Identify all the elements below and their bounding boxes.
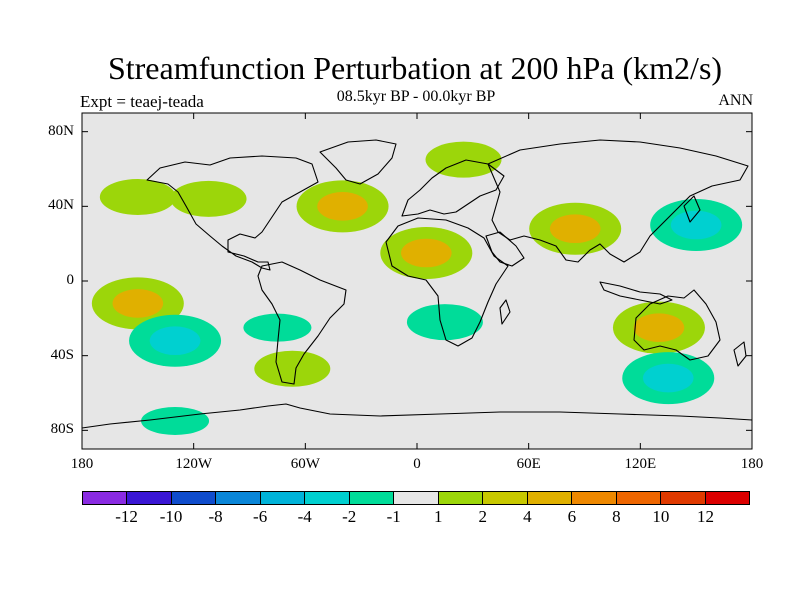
colorbar-label: -1: [386, 507, 401, 526]
colorbar: [82, 491, 750, 505]
coastline-greenland: [319, 139, 397, 185]
figure-title: Streamfunction Perturbation at 200 hPa (…: [107, 50, 723, 86]
colorbar-swatch: [483, 492, 528, 504]
colorbar-label: -10: [159, 507, 183, 526]
anomaly-core-north-africa-positive: [401, 238, 452, 268]
lon-tick-label: 120E: [624, 456, 657, 472]
colorbar-label: -12: [115, 507, 138, 526]
colorbar-swatch: [260, 492, 306, 504]
colorbar-swatch: [572, 492, 617, 504]
lon-tick-label: 180: [70, 456, 94, 472]
anomaly-greenland-sea-positive: [425, 141, 502, 178]
coastline-antarctica: [81, 403, 753, 429]
anomaly-south-america-negative: [243, 313, 312, 342]
season-label: ANN: [718, 92, 753, 109]
colorbar-label: 2: [478, 507, 488, 526]
lon-tick-label: 60W: [290, 456, 320, 472]
colorbar-label: 4: [523, 507, 532, 526]
colorbar-swatch: [171, 492, 217, 504]
colorbar-label: 6: [567, 507, 577, 526]
lat-tick-label: 40S: [50, 346, 74, 363]
anomaly-core-north-atlantic-positive: [317, 192, 368, 221]
coastline-layer: [81, 139, 753, 429]
anomaly-core-northwest-pacific-negative: [670, 210, 722, 240]
anomaly-core-south-asia-positive: [549, 214, 601, 244]
colorbar-swatch: [616, 492, 662, 504]
colorbar-swatch: [83, 492, 128, 504]
coastline-indonesia: [599, 281, 673, 305]
lat-tick-label: 80N: [48, 122, 74, 139]
colorbar-label: -4: [297, 507, 312, 526]
colorbar-swatch: [216, 492, 261, 504]
colorbar-label: -2: [342, 507, 357, 526]
lat-tick-label: 40N: [48, 197, 74, 214]
colorbar-swatch: [438, 492, 484, 504]
anomaly-core-south-pacific-negative: [149, 326, 201, 356]
coastline-japan: [683, 195, 701, 223]
colorbar-swatch: [349, 492, 395, 504]
anomaly-field-layer: [91, 141, 743, 435]
coastline-europe: [401, 159, 505, 217]
coastline-australia: [633, 289, 721, 361]
lat-tick-label: 0: [66, 272, 75, 288]
coastline-arabia: [485, 231, 525, 267]
colorbar-label: 10: [652, 507, 670, 526]
map-frame: [81, 112, 753, 450]
experiment-label: Expt = teaej-teada: [80, 92, 204, 111]
anomaly-southern-africa-negative: [406, 304, 483, 341]
anomaly-antarctic-coast-negative: [141, 407, 210, 435]
coastline-south-america: [257, 261, 347, 385]
colorbar-swatch: [527, 492, 573, 504]
colorbar-swatch: [661, 492, 706, 504]
colorbar-label: -8: [208, 507, 223, 526]
anomaly-western-north-america-positive: [170, 180, 247, 217]
lon-tick-label: 0: [413, 456, 421, 472]
coastline-north-america: [146, 155, 319, 271]
colorbar-swatch: [127, 492, 172, 504]
lon-tick-label: 120W: [175, 456, 212, 472]
lon-tick-label: 180: [740, 456, 764, 472]
coastline-madagascar: [499, 299, 511, 325]
anomaly-core-southern-ocean-negative: [642, 363, 694, 393]
anomaly-core-south-pacific-positive: [112, 289, 164, 318]
colorbar-label: 12: [696, 507, 714, 526]
colorbar-swatch: [705, 492, 750, 504]
map-frame-group: [81, 112, 753, 450]
colorbar-swatch: [305, 492, 350, 504]
period-label: 08.5kyr BP - 00.0kyr BP: [336, 88, 496, 105]
lat-tick-label: 80S: [50, 421, 74, 438]
colorbar-label: -6: [253, 507, 268, 526]
colorbar-label: 1: [434, 507, 443, 526]
coastline-africa: [385, 217, 509, 347]
colorbar-swatch: [394, 492, 439, 504]
anomaly-south-atlantic-positive: [254, 350, 331, 387]
colorbar-label: 8: [612, 507, 621, 526]
anomaly-core-australia-positive: [633, 313, 685, 342]
anomaly-north-pacific-positive: [99, 179, 176, 215]
lon-tick-label: 60E: [516, 456, 541, 472]
